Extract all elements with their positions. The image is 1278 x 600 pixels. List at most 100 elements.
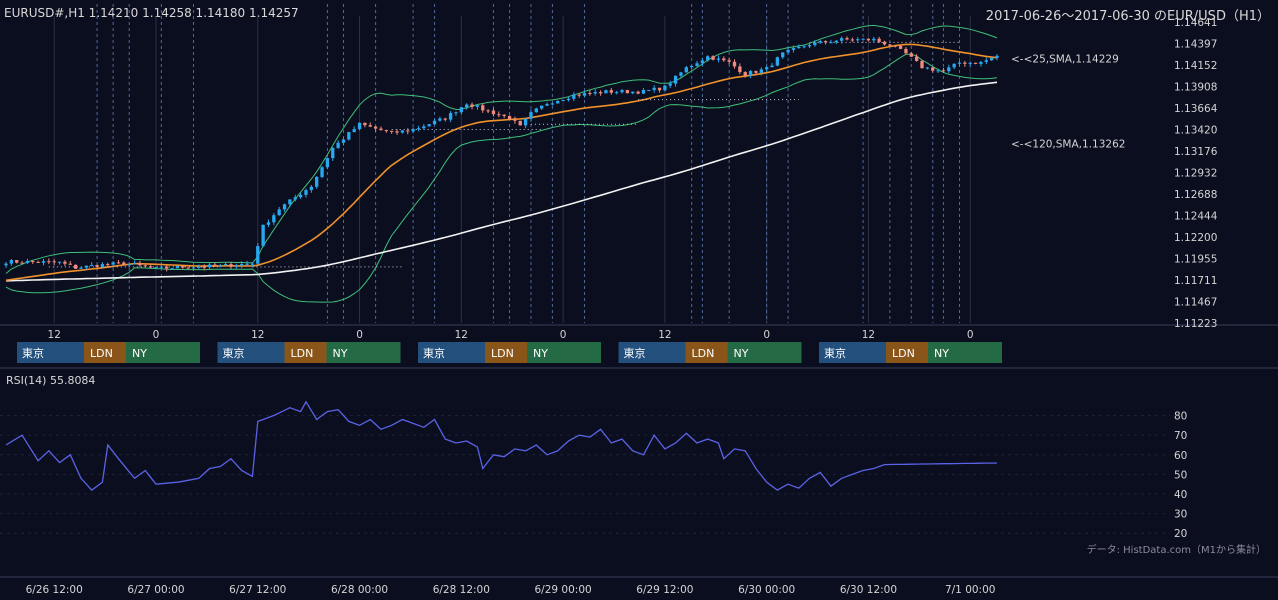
candle-body <box>786 49 790 53</box>
x-date-label: 7/1 00:00 <box>945 584 996 596</box>
candle-body <box>989 57 994 61</box>
candle <box>920 60 924 69</box>
candle-body <box>31 261 35 263</box>
candle-body <box>20 262 24 264</box>
candle <box>582 91 587 98</box>
candle <box>491 108 496 117</box>
candle-body <box>207 264 212 268</box>
candle <box>406 128 410 135</box>
candle-body <box>448 113 453 120</box>
candle-body <box>191 267 196 269</box>
candle <box>41 258 46 266</box>
candle-body <box>572 94 576 99</box>
candle <box>631 91 635 95</box>
candle <box>882 40 887 46</box>
candle-body <box>138 263 142 266</box>
candle-body <box>384 130 388 132</box>
candle-body <box>673 75 678 84</box>
candle-body <box>122 262 126 265</box>
symbol-info: EURUSD#,H1 1.14210 1.14258 1.14180 1.142… <box>4 6 299 20</box>
x-hour-label: 12 <box>862 329 875 341</box>
x-hour-label: 0 <box>153 329 160 341</box>
candle <box>277 206 281 216</box>
candle-body <box>995 55 999 58</box>
candle-body <box>550 103 555 105</box>
candle-body <box>882 41 887 45</box>
candle-body <box>706 56 710 61</box>
candle-body <box>641 90 646 94</box>
session-london-box <box>284 342 327 363</box>
candle-body <box>73 264 78 269</box>
candle <box>52 259 56 266</box>
candle <box>459 107 463 115</box>
candle <box>802 44 806 49</box>
candle <box>73 264 78 270</box>
candle <box>481 103 485 113</box>
sma25-line <box>5 43 998 282</box>
candle <box>207 262 212 270</box>
candle-body <box>748 71 753 76</box>
candle-body <box>406 130 410 132</box>
candle-body <box>411 129 415 132</box>
candle-body <box>475 105 480 107</box>
rsi-tick-label: 60 <box>1174 450 1187 462</box>
candle <box>223 262 228 267</box>
candle <box>331 147 335 161</box>
rsi-tick-label: 40 <box>1174 489 1187 501</box>
candle <box>604 89 608 94</box>
candle <box>165 265 169 272</box>
candle <box>438 116 442 122</box>
candle-body <box>438 118 442 121</box>
price-tick-label: 1.13664 <box>1174 103 1218 115</box>
candle-body <box>390 130 394 132</box>
candle <box>598 90 603 96</box>
x-hour-label: 12 <box>251 329 264 341</box>
candle <box>845 36 849 41</box>
candle <box>47 258 51 265</box>
candle <box>175 264 180 269</box>
session-newyork-label: NY <box>533 347 548 360</box>
candle-body <box>839 38 844 41</box>
candle <box>968 61 972 67</box>
candle-body <box>427 124 431 127</box>
candle <box>984 57 988 65</box>
rsi-tick-label: 30 <box>1174 509 1187 521</box>
candle-body <box>223 264 228 266</box>
candle <box>877 36 881 43</box>
candle-body <box>341 139 346 143</box>
candle-body <box>609 90 613 93</box>
candle-body <box>968 62 972 64</box>
candle-body <box>175 265 180 269</box>
candle-body <box>620 90 624 93</box>
candle-body <box>15 260 19 263</box>
candle <box>170 268 174 270</box>
candle <box>90 262 94 267</box>
candle <box>888 44 892 47</box>
candle-body <box>690 65 694 68</box>
candle-body <box>556 100 560 104</box>
candle-body <box>491 110 496 115</box>
candle-body <box>872 38 876 41</box>
candle <box>309 185 313 193</box>
candle-body <box>545 103 549 106</box>
candle-body <box>893 45 897 47</box>
candle-body <box>577 94 581 96</box>
candle <box>154 266 158 269</box>
candle-body <box>845 38 849 40</box>
candle-body <box>711 56 715 60</box>
candle <box>850 37 855 43</box>
candle <box>829 39 833 44</box>
candle-body <box>582 93 587 96</box>
candle <box>15 259 19 264</box>
candle <box>727 57 731 65</box>
candle <box>706 55 710 62</box>
candle-body <box>90 265 94 267</box>
candle-body <box>368 125 372 127</box>
candle-body <box>277 209 281 216</box>
candle <box>566 96 571 102</box>
candle-body <box>245 263 249 265</box>
candle-body <box>325 158 330 168</box>
price-tick-label: 1.13908 <box>1174 82 1217 94</box>
candle <box>390 130 394 134</box>
